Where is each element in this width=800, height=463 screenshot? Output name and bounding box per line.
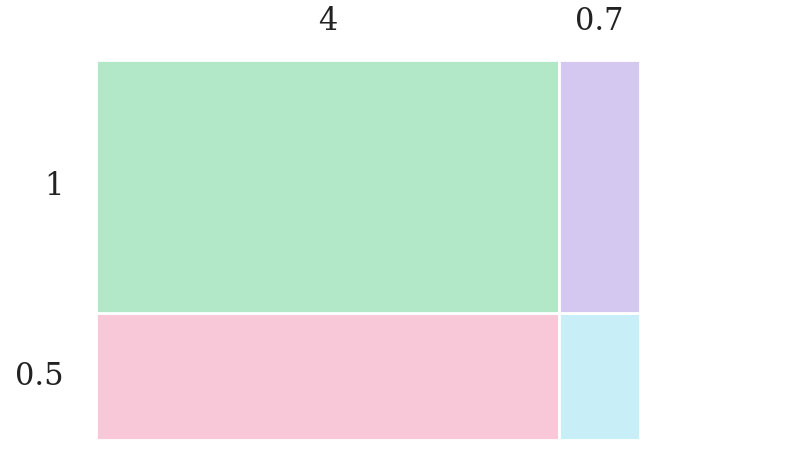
Bar bbox=[96, 313, 559, 440]
Text: 1: 1 bbox=[44, 171, 63, 202]
Bar bbox=[559, 60, 640, 313]
Bar bbox=[559, 313, 640, 440]
Text: 0.7: 0.7 bbox=[575, 6, 624, 38]
Bar bbox=[96, 60, 559, 313]
Text: 0.5: 0.5 bbox=[14, 361, 63, 392]
Text: 4: 4 bbox=[318, 6, 337, 38]
